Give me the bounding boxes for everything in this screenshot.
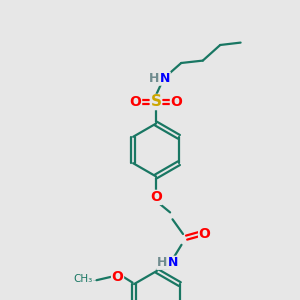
Text: N: N	[160, 72, 170, 85]
Text: N: N	[168, 256, 178, 269]
Text: O: O	[170, 95, 182, 109]
Text: CH₃: CH₃	[74, 274, 93, 284]
Text: H: H	[157, 256, 167, 269]
Text: methyl: methyl	[92, 280, 97, 281]
Text: O: O	[112, 270, 124, 283]
Text: O: O	[199, 227, 211, 241]
Text: S: S	[151, 94, 161, 110]
Text: H: H	[149, 72, 159, 85]
Text: O: O	[130, 95, 142, 109]
Text: O: O	[150, 190, 162, 204]
